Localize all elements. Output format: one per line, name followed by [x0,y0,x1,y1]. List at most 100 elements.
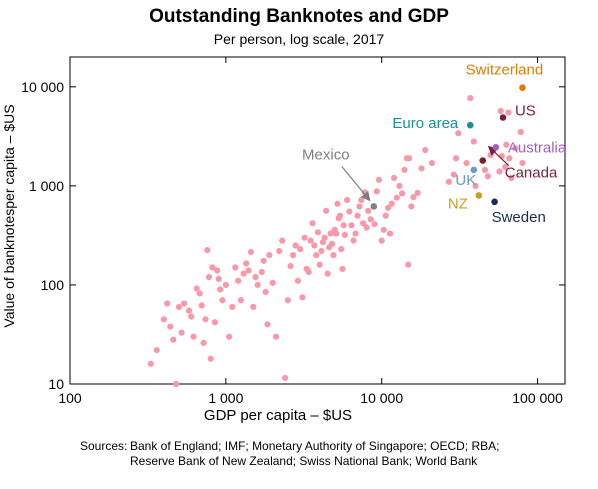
data-point [401,166,408,173]
data-point [229,303,236,311]
data-point [414,189,421,196]
data-point [292,242,299,249]
data-point [282,374,289,382]
data-point [375,176,383,183]
data-point [422,146,429,154]
data-point [386,230,394,237]
data-point [160,316,167,323]
plot-frame [69,56,566,385]
data-point [346,208,353,215]
data-point-sweden [491,198,498,206]
data-point [307,237,314,244]
data-point [336,212,344,219]
data-point [327,230,334,237]
data-point [324,270,331,277]
data-point [408,203,415,210]
data-point [519,159,526,167]
data-point [354,212,361,219]
data-point [350,237,357,244]
data-point [470,138,477,145]
data-point [198,302,205,309]
data-point [188,313,195,320]
arrow-canada [487,145,510,167]
data-point [380,226,387,233]
data-point [279,237,286,244]
data-point [314,229,322,236]
data-point [388,200,395,207]
data-point [341,231,348,238]
data-point-uk [470,166,478,174]
x-tick-label: 100 [58,390,82,406]
data-point [243,260,250,267]
data-point [185,307,193,314]
data-point [508,174,515,182]
data-point [260,257,267,264]
data-point [352,230,359,237]
data-point [481,166,489,173]
y-tick-label: 100 [41,277,65,293]
data-point-canada [479,157,487,164]
data-point [250,303,257,311]
data-point [215,275,222,283]
sources-text: Bank of England; IMF; Monetary Authority… [130,439,500,468]
data-point [217,286,224,293]
data-point [406,155,413,162]
data-point [505,109,512,116]
label-sweden: Sweden [492,209,546,226]
data-point [418,165,425,172]
data-point [385,204,392,211]
data-point [484,173,491,180]
label-arrows [341,145,510,202]
x-axis: 100 1 000 10 000 100 000 [58,57,563,406]
data-point [254,281,261,289]
data-point [305,268,312,276]
data-point [301,234,308,241]
data-point [410,194,417,201]
other-countries-series [147,94,526,388]
data-point [262,288,269,296]
data-point [309,220,316,227]
data-point [170,336,177,343]
data-point [294,277,302,284]
data-point [272,333,280,340]
data-point [339,265,346,273]
x-tick-label: 1 000 [208,390,243,406]
data-point [264,321,271,328]
data-point [405,261,412,268]
data-point [363,224,370,231]
label-euro-area: Euro area [392,115,459,132]
data-point [371,221,378,228]
x-axis-label: GDP per capita – $US [204,407,352,424]
data-point [333,230,340,237]
data-point [173,380,180,388]
data-point [396,182,403,189]
data-point [390,174,398,182]
data-point [428,159,436,167]
y-axis: 10 100 1 000 10 000 [21,79,565,392]
sources-label: Sources: [80,439,128,453]
data-point [269,279,276,286]
data-point [204,246,211,254]
data-point [487,151,494,159]
y-tick-label: 10 000 [21,79,64,95]
data-point [190,333,197,340]
label-uk: UK [455,172,476,189]
data-point [237,297,245,304]
data-point [506,155,513,162]
data-point [512,145,519,152]
data-point [311,242,318,249]
data-point [503,141,510,148]
data-point [181,300,188,307]
data-point-nz [475,192,483,199]
data-point [382,212,389,219]
data-point [297,246,304,253]
label-canada: Canada [505,165,558,182]
data-point [266,252,273,259]
data-point [276,247,283,255]
data-point [200,339,207,346]
label-us: US [515,103,536,120]
data-point [214,267,221,274]
data-point [463,159,470,167]
label-switzerland: Switzerland [466,62,544,79]
